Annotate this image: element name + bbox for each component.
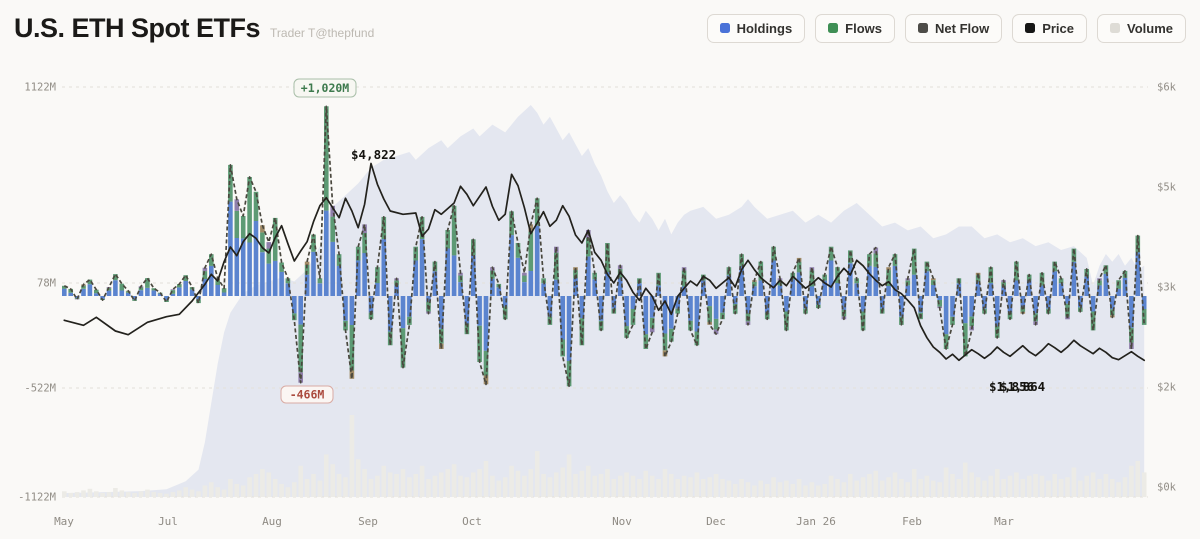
svg-text:Jan 26: Jan 26 xyxy=(796,515,836,528)
svg-text:78M: 78M xyxy=(37,278,56,290)
legend-button-label: Volume xyxy=(1127,20,1173,36)
svg-text:Nov: Nov xyxy=(612,515,632,528)
svg-text:Mar: Mar xyxy=(994,515,1014,528)
left-axis-labels: 1122M 78M -522M -1122M xyxy=(18,82,56,504)
legend-button-label: Net Flow xyxy=(935,20,990,36)
svg-text:Feb: Feb xyxy=(902,515,922,528)
svg-text:$5k: $5k xyxy=(1157,182,1177,194)
min-flow-badge: -466M xyxy=(280,385,334,404)
volume-swatch-icon xyxy=(1110,23,1120,33)
end-price-label: $1,856$1,864 xyxy=(989,379,1045,394)
title-wrap: U.S. ETH Spot ETFs Trader T@thepfund xyxy=(14,13,374,44)
net-flow-swatch-icon xyxy=(918,23,929,33)
svg-text:Sep: Sep xyxy=(358,515,378,528)
legend-button-flows[interactable]: Flows xyxy=(815,13,896,43)
legend-button-net-flow[interactable]: Net Flow xyxy=(905,13,1003,43)
svg-text:1122M: 1122M xyxy=(24,82,56,94)
svg-text:Aug: Aug xyxy=(262,515,282,528)
price-line xyxy=(63,162,1146,362)
x-axis-labels: May Jul Aug Sep Oct Nov Dec Jan 26 Feb Mar xyxy=(54,515,1014,528)
svg-text:+1,020M: +1,020M xyxy=(301,81,350,95)
svg-text:$4,822: $4,822 xyxy=(351,147,396,162)
svg-text:$6k: $6k xyxy=(1157,82,1177,94)
legend-button-label: Holdings xyxy=(736,20,793,36)
legend-button-holdings[interactable]: Holdings xyxy=(706,13,806,43)
legend-button-label: Flows xyxy=(845,20,883,36)
svg-text:-522M: -522M xyxy=(24,383,56,395)
legend-button-label: Price xyxy=(1042,20,1074,36)
svg-text:Dec: Dec xyxy=(706,515,726,528)
svg-text:$2k: $2k xyxy=(1157,382,1177,394)
svg-text:$0k: $0k xyxy=(1157,482,1177,494)
header: U.S. ETH Spot ETFs Trader T@thepfund Hol… xyxy=(0,0,1200,56)
holdings-swatch-icon xyxy=(719,23,730,33)
flows-swatch-icon xyxy=(828,23,839,33)
svg-text:-466M: -466M xyxy=(290,388,325,402)
net-flow-line xyxy=(63,105,1146,388)
page-title: U.S. ETH Spot ETFs xyxy=(14,12,261,43)
legend: Holdings Flows Net Flow Price Volume xyxy=(706,13,1186,43)
page-subtitle: Trader T@thepfund xyxy=(270,25,375,40)
svg-text:-1122M: -1122M xyxy=(18,492,56,504)
legend-button-volume[interactable]: Volume xyxy=(1097,13,1186,43)
svg-text:$1,856: $1,856 xyxy=(989,379,1034,394)
svg-text:$1,864: $1,864 xyxy=(1000,379,1045,394)
svg-text:Jul: Jul xyxy=(158,515,178,528)
svg-text:Oct: Oct xyxy=(462,515,482,528)
volume-bars xyxy=(62,415,1147,497)
max-flow-badge: +1,020M xyxy=(293,78,357,98)
legend-button-price[interactable]: Price xyxy=(1012,13,1087,43)
right-axis-labels: $6k $5k $3k $2k $0k xyxy=(1157,82,1177,494)
peak-price-label: $4,822 xyxy=(351,147,396,162)
price-swatch-icon xyxy=(1025,23,1036,33)
svg-text:$3k: $3k xyxy=(1157,282,1177,294)
svg-text:May: May xyxy=(54,515,74,528)
